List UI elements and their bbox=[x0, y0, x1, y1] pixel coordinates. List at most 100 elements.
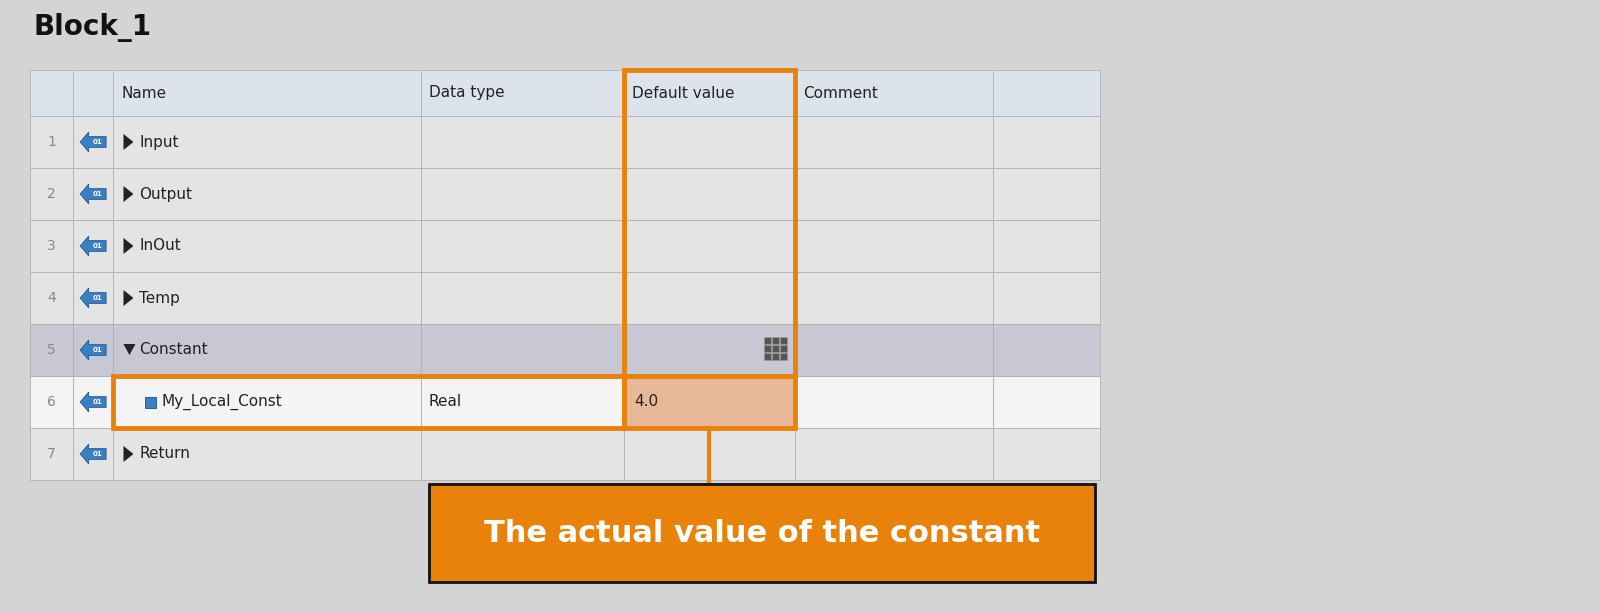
Bar bbox=[30, 116, 74, 168]
Text: Output: Output bbox=[139, 187, 192, 201]
Text: My_Local_Const: My_Local_Const bbox=[162, 394, 282, 410]
Bar bbox=[114, 376, 421, 428]
Bar bbox=[30, 272, 74, 324]
Text: 5: 5 bbox=[46, 343, 56, 357]
Bar bbox=[421, 168, 624, 220]
Polygon shape bbox=[80, 288, 106, 308]
Text: 01: 01 bbox=[93, 399, 102, 405]
Bar bbox=[781, 353, 787, 360]
Bar bbox=[795, 116, 994, 168]
Bar bbox=[994, 70, 1101, 116]
Bar bbox=[74, 324, 114, 376]
Text: Comment: Comment bbox=[803, 86, 878, 100]
Bar bbox=[30, 428, 74, 480]
Text: Input: Input bbox=[139, 135, 179, 149]
Bar bbox=[795, 428, 994, 480]
Bar bbox=[74, 168, 114, 220]
Bar bbox=[773, 337, 779, 344]
Bar bbox=[146, 397, 157, 408]
Bar bbox=[74, 220, 114, 272]
Bar bbox=[30, 324, 74, 376]
Text: 4: 4 bbox=[46, 291, 56, 305]
Bar bbox=[74, 272, 114, 324]
Text: 01: 01 bbox=[93, 139, 102, 145]
Text: Data type: Data type bbox=[429, 86, 504, 100]
Text: Temp: Temp bbox=[139, 291, 181, 305]
Bar bbox=[114, 70, 421, 116]
Bar bbox=[114, 324, 421, 376]
Bar bbox=[773, 345, 779, 352]
Bar bbox=[994, 272, 1101, 324]
Text: 01: 01 bbox=[93, 347, 102, 353]
Bar bbox=[795, 272, 994, 324]
Bar bbox=[421, 116, 624, 168]
Bar bbox=[795, 376, 994, 428]
Bar bbox=[765, 345, 771, 352]
Bar bbox=[781, 345, 787, 352]
Text: Default value: Default value bbox=[632, 86, 734, 100]
Bar bbox=[765, 337, 771, 344]
Polygon shape bbox=[80, 444, 106, 464]
Bar bbox=[624, 428, 795, 480]
Bar bbox=[624, 272, 795, 324]
Bar bbox=[30, 70, 74, 116]
Bar bbox=[114, 220, 421, 272]
Bar bbox=[421, 220, 624, 272]
Bar bbox=[74, 116, 114, 168]
Bar bbox=[994, 428, 1101, 480]
Bar bbox=[624, 324, 795, 376]
Polygon shape bbox=[80, 392, 106, 412]
Polygon shape bbox=[123, 134, 133, 150]
Text: Name: Name bbox=[122, 86, 166, 100]
Polygon shape bbox=[123, 446, 133, 462]
Bar bbox=[795, 220, 994, 272]
Bar bbox=[421, 70, 624, 116]
Text: Block_1: Block_1 bbox=[34, 13, 152, 42]
Bar bbox=[429, 484, 1094, 582]
Text: InOut: InOut bbox=[139, 239, 181, 253]
Bar bbox=[114, 116, 421, 168]
Bar bbox=[994, 220, 1101, 272]
Bar bbox=[421, 272, 624, 324]
Bar bbox=[74, 376, 114, 428]
Bar bbox=[994, 116, 1101, 168]
Bar bbox=[30, 168, 74, 220]
Text: 3: 3 bbox=[46, 239, 56, 253]
Text: 2: 2 bbox=[46, 187, 56, 201]
Bar bbox=[421, 428, 624, 480]
Bar bbox=[781, 337, 787, 344]
Bar bbox=[74, 428, 114, 480]
Bar bbox=[765, 353, 771, 360]
Polygon shape bbox=[123, 344, 136, 355]
Text: Real: Real bbox=[429, 395, 462, 409]
Text: Constant: Constant bbox=[139, 343, 208, 357]
Bar bbox=[421, 376, 624, 428]
Bar bbox=[114, 428, 421, 480]
Bar bbox=[795, 324, 994, 376]
Bar bbox=[30, 220, 74, 272]
Text: 01: 01 bbox=[93, 295, 102, 301]
Bar bbox=[624, 70, 795, 376]
Polygon shape bbox=[80, 236, 106, 256]
Bar bbox=[74, 70, 114, 116]
Bar bbox=[114, 272, 421, 324]
Polygon shape bbox=[123, 238, 133, 254]
Bar bbox=[421, 324, 624, 376]
Polygon shape bbox=[80, 340, 106, 360]
Bar bbox=[994, 324, 1101, 376]
Bar bbox=[624, 220, 795, 272]
Bar bbox=[624, 376, 795, 428]
Text: The actual value of the constant: The actual value of the constant bbox=[483, 518, 1040, 548]
Polygon shape bbox=[123, 290, 133, 306]
Bar bbox=[624, 116, 795, 168]
Text: 01: 01 bbox=[93, 191, 102, 197]
Bar bbox=[795, 70, 994, 116]
Bar bbox=[624, 70, 795, 116]
Bar bbox=[30, 376, 74, 428]
Bar bbox=[795, 168, 994, 220]
Text: 01: 01 bbox=[93, 243, 102, 249]
Bar bbox=[773, 353, 779, 360]
Polygon shape bbox=[80, 132, 106, 152]
Bar bbox=[114, 376, 624, 428]
Text: 7: 7 bbox=[46, 447, 56, 461]
